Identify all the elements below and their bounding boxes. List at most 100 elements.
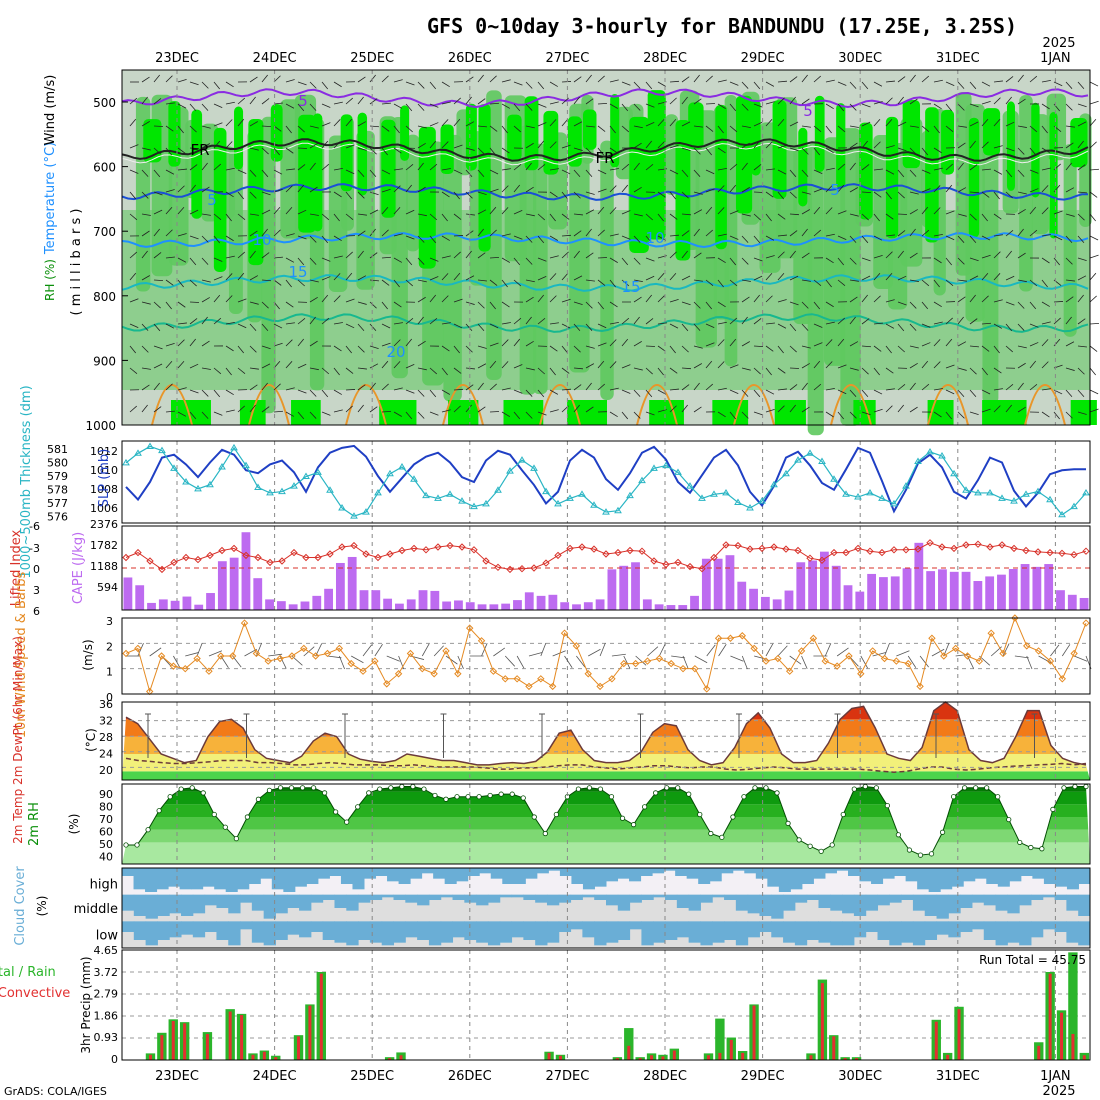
lifted-index-point xyxy=(554,551,562,560)
wind-barb xyxy=(633,213,643,217)
cloud-bar xyxy=(629,868,642,882)
wind-barb xyxy=(789,96,796,105)
cape-bar xyxy=(1020,564,1030,610)
rh2m-point xyxy=(763,785,769,791)
wind-barb xyxy=(429,294,437,303)
wind-barb xyxy=(561,97,569,105)
wind-barb xyxy=(933,167,943,171)
lifted-index-point xyxy=(986,543,994,551)
wind-barb xyxy=(765,295,773,303)
wind10-point xyxy=(454,670,462,678)
wind-barb xyxy=(777,251,785,259)
cloud-bar xyxy=(712,921,725,943)
cloud-bar xyxy=(322,921,335,940)
wind-barb xyxy=(957,213,967,217)
wind-barb xyxy=(849,316,856,325)
wind-barb xyxy=(333,141,341,149)
wind-barb xyxy=(321,294,329,303)
wind-barb xyxy=(477,279,487,282)
wind-barb xyxy=(861,140,868,149)
wind-barb xyxy=(741,279,751,282)
wind-barb xyxy=(753,213,761,221)
lifted-index-point xyxy=(506,565,514,574)
cloud-bar xyxy=(1066,921,1079,943)
lifted-index-point xyxy=(650,557,658,565)
wind-barb xyxy=(693,209,703,215)
wind-barb xyxy=(453,97,461,105)
cloud-bar xyxy=(511,921,524,938)
thickness-point xyxy=(554,499,562,507)
thickness-tick: 578 xyxy=(47,484,68,497)
wind-barb xyxy=(573,345,581,353)
wind-barb xyxy=(465,323,473,332)
cloud-bar xyxy=(260,868,273,879)
wind-barb xyxy=(933,147,942,154)
cloud-bar xyxy=(665,894,678,900)
wind-barb xyxy=(429,317,438,325)
rh2m-point xyxy=(432,792,438,799)
rh2m-point xyxy=(476,794,482,800)
cloud-bar xyxy=(299,921,312,938)
rh-high-blob xyxy=(836,103,846,189)
wind-barb xyxy=(261,228,268,237)
cloud-bar xyxy=(877,921,890,940)
wind-barb xyxy=(1041,301,1050,307)
cloud-bar xyxy=(688,894,701,911)
wind-barb xyxy=(1005,191,1013,199)
wind-barb xyxy=(357,367,367,370)
wind10-point xyxy=(489,667,498,675)
thickness-point xyxy=(890,499,898,507)
cape-bar xyxy=(713,558,723,610)
wind-barb xyxy=(297,209,307,215)
cape-bar xyxy=(182,596,192,610)
wind-barb xyxy=(1077,81,1085,90)
wind10-panel-frame xyxy=(121,617,1091,695)
wind10-barb xyxy=(362,644,372,657)
rh2m-point xyxy=(928,851,935,857)
wind-barb xyxy=(681,230,690,237)
wind-barb xyxy=(873,254,883,259)
cloud-bar xyxy=(928,868,941,892)
bottom-date-label: 30DEC xyxy=(838,1069,882,1084)
wind-barb xyxy=(369,74,376,83)
wind-barb xyxy=(549,389,559,395)
rh2m-point xyxy=(134,842,140,848)
lifted-index-point xyxy=(878,548,886,557)
wind-barb xyxy=(225,167,235,171)
wind-barb xyxy=(549,409,559,413)
wind-barb xyxy=(513,364,523,369)
rh2m-point xyxy=(719,834,725,840)
wind-barb xyxy=(633,235,641,243)
wind-barb xyxy=(321,317,330,325)
wind-barb xyxy=(249,301,259,305)
wind-barb xyxy=(249,323,257,331)
wind-barb xyxy=(357,147,367,151)
wind10-barb xyxy=(1002,643,1010,657)
rh2m-point xyxy=(575,786,582,792)
wind-barb xyxy=(201,367,211,370)
thickness-point xyxy=(434,494,442,501)
wind-barb xyxy=(897,250,904,259)
wind-barb xyxy=(837,317,846,325)
wind-barb xyxy=(849,367,859,371)
cape-bar xyxy=(135,585,145,610)
cloud-bar xyxy=(641,894,654,900)
precip-conv-bar xyxy=(752,1005,756,1060)
wind-barb xyxy=(669,251,677,259)
wind-barb xyxy=(873,367,880,376)
wind10-point xyxy=(134,644,142,653)
cloud-bar xyxy=(346,894,359,911)
wind-barb xyxy=(417,142,426,149)
wind-barb xyxy=(645,103,655,108)
lifted-index-point xyxy=(950,544,958,553)
wind-barb xyxy=(717,257,726,264)
wind-barb xyxy=(1029,279,1038,287)
wind-barb xyxy=(957,296,966,303)
rh-high-blob xyxy=(774,400,806,425)
thickness-point xyxy=(458,497,466,504)
wind10-barb xyxy=(931,648,945,657)
lifted-index-point xyxy=(314,553,322,562)
lifted-index-point xyxy=(1058,549,1066,558)
wind10-point xyxy=(264,657,272,665)
lifted-index-point xyxy=(194,555,202,564)
